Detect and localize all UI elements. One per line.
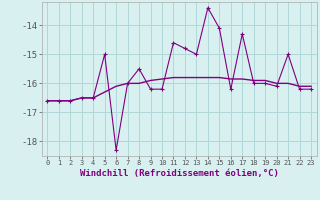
- X-axis label: Windchill (Refroidissement éolien,°C): Windchill (Refroidissement éolien,°C): [80, 169, 279, 178]
